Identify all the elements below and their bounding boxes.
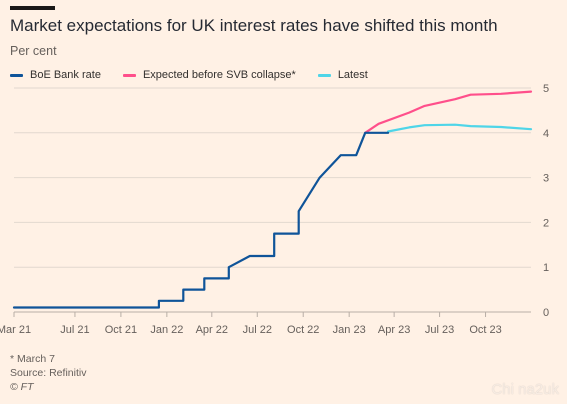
legend-item-latest: Latest xyxy=(317,69,368,81)
x-tick-label-5: Jul 22 xyxy=(243,324,272,336)
credit-note: © FT xyxy=(10,381,34,393)
x-tick-label-7: Jan 23 xyxy=(333,324,366,336)
y-tick-label-1: 1 xyxy=(543,262,549,274)
y-tick-label-5: 5 xyxy=(543,83,549,95)
x-tick-label-4: Apr 22 xyxy=(196,324,228,336)
y-tick-label-2: 2 xyxy=(543,217,549,229)
x-tick-label-8: Apr 23 xyxy=(378,324,410,336)
legend-label-bank-rate: BoE Bank rate xyxy=(30,69,101,81)
source-note: Source: Refinitiv xyxy=(10,367,87,379)
legend-swatch-bank-rate xyxy=(10,73,23,77)
legend-item-bank-rate: BoE Bank rate xyxy=(10,69,101,81)
series-layer xyxy=(12,90,533,309)
legend-item-expected: Expected before SVB collapse* xyxy=(122,69,296,81)
legend: BoE Bank rate Expected before SVB collap… xyxy=(10,69,390,81)
series-line-0 xyxy=(12,131,390,309)
x-tick-label-2: Oct 21 xyxy=(105,324,137,336)
y-tick-label-4: 4 xyxy=(543,128,549,140)
x-tick-label-10: Oct 23 xyxy=(469,324,501,336)
chart-subtitle: Per cent xyxy=(10,44,57,58)
watermark-text: Chi na2uk xyxy=(491,381,559,398)
x-tick-label-6: Oct 22 xyxy=(287,324,319,336)
x-tick-label-9: Jul 23 xyxy=(425,324,454,336)
x-tick-label-3: Jan 22 xyxy=(150,324,183,336)
series-line-2 xyxy=(387,123,533,133)
title-accent-bar xyxy=(10,6,55,10)
x-tick-label-0: Mar 21 xyxy=(0,324,31,336)
footnote: * March 7 xyxy=(10,353,55,365)
series-line-1 xyxy=(364,90,533,134)
legend-label-expected: Expected before SVB collapse* xyxy=(142,69,296,81)
chart-title: Market expectations for UK interest rate… xyxy=(10,16,498,35)
legend-swatch-latest xyxy=(317,73,331,77)
y-tick-label-0: 0 xyxy=(543,307,549,319)
grid-layer xyxy=(14,87,531,313)
legend-swatch-expected xyxy=(122,73,136,77)
y-tick-label-3: 3 xyxy=(543,173,549,185)
axis-layer: 0 1 2 3 4 5 Mar 21 Jul 21 Oct 21 Jan 22 Apr 22 Jul … xyxy=(0,83,549,336)
legend-label-latest: Latest xyxy=(337,69,368,81)
x-tick-label-1: Jul 21 xyxy=(60,324,89,336)
